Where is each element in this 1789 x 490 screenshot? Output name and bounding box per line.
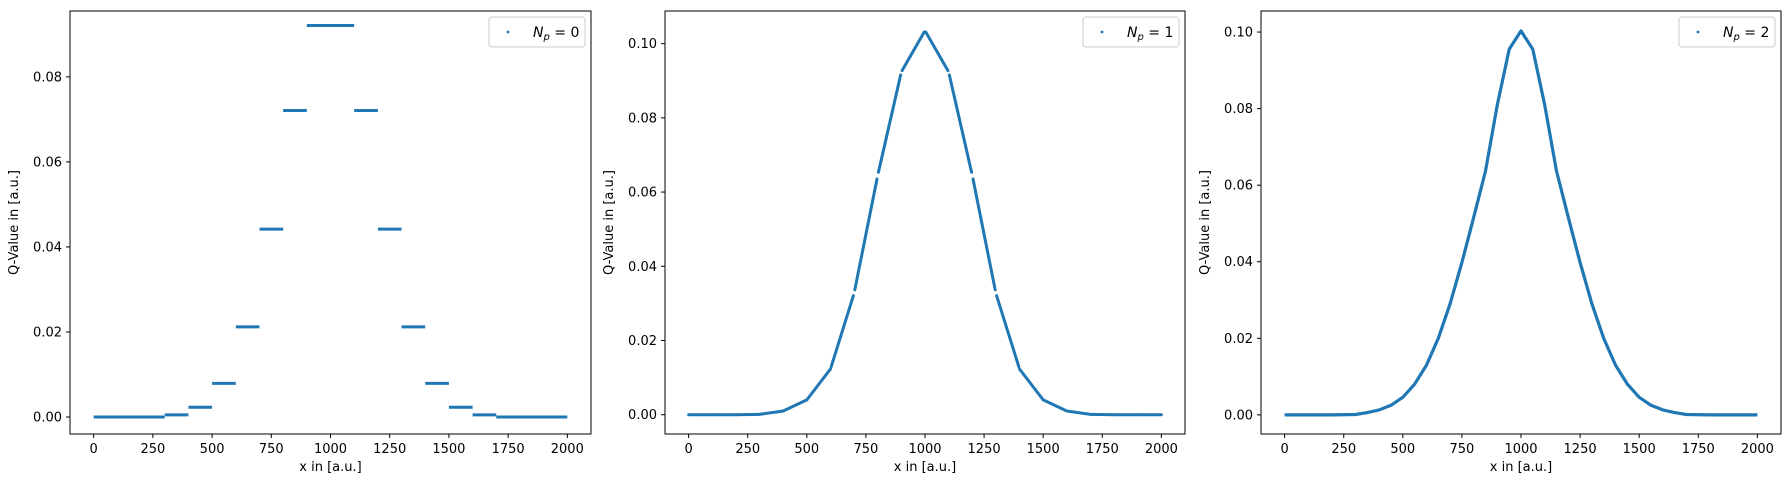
y-tick-label: 0.06 <box>33 155 62 170</box>
data-curve <box>1284 29 1758 417</box>
x-tick-label: 1750 <box>492 442 525 457</box>
x-tick-label: 1000 <box>908 442 941 457</box>
y-axis-label: Q-Value in [a.u.] <box>1198 170 1213 275</box>
x-tick-label: 2000 <box>1741 442 1774 457</box>
y-tick-label: 0.06 <box>628 186 657 201</box>
data-segment-13 <box>995 294 1021 369</box>
legend-label: Np = 2 <box>1723 25 1769 43</box>
legend: Np = 0 <box>488 16 586 48</box>
legend-box <box>488 16 586 48</box>
y-tick-label: 0.02 <box>33 325 62 340</box>
x-tick-label: 2000 <box>551 442 584 457</box>
y-tick-label: 0.04 <box>33 240 62 255</box>
x-tick-label: 750 <box>259 442 284 457</box>
x-tick-label: 1250 <box>1564 442 1597 457</box>
data-segment-9 <box>900 30 926 73</box>
data-segment-3 <box>758 409 785 416</box>
axes-frame <box>69 10 592 435</box>
data-segment-5 <box>805 367 832 402</box>
x-tick-label: 0 <box>1280 442 1288 457</box>
y-tick-label: 0.02 <box>1224 332 1253 347</box>
y-tick-label: 0.08 <box>628 111 657 126</box>
x-tick-label: 500 <box>1390 442 1415 457</box>
y-tick-label: 0.00 <box>33 410 62 425</box>
data-segment-15 <box>1041 398 1069 413</box>
y-tick-label: 0.06 <box>1224 179 1253 194</box>
legend-label: Np = 1 <box>1127 25 1173 43</box>
chart-panel-1: 0 250 500 750 1000 1250 1500 1750 2000 0.00 0.02 0.… <box>7 10 592 475</box>
legend-marker <box>506 30 510 34</box>
chart-panel-3: 0 250 500 750 1000 1250 1500 1750 2000 0.00 0.02 0.… <box>1198 10 1782 475</box>
y-tick-label: 0.10 <box>628 37 657 52</box>
legend-label: Np = 0 <box>533 25 579 43</box>
x-tick-label: 1000 <box>314 442 347 457</box>
data-segment-16 <box>1065 409 1092 416</box>
x-tick-label: 1250 <box>373 442 406 457</box>
x-tick-label: 500 <box>794 442 819 457</box>
x-tick-label: 0 <box>90 442 98 457</box>
legend: Np = 2 <box>1678 16 1776 48</box>
y-tick-label: 0.00 <box>628 408 657 423</box>
data-segment-4 <box>781 398 809 413</box>
x-tick-label: 1000 <box>1504 442 1537 457</box>
data-segment-11 <box>947 73 974 174</box>
x-tick-label: 1750 <box>1682 442 1715 457</box>
x-axis-label: x in [a.u.] <box>299 460 361 475</box>
x-tick-label: 1250 <box>968 442 1001 457</box>
y-tick-label: 0.04 <box>1224 255 1253 270</box>
y-tick-label: 0.02 <box>628 334 657 349</box>
y-tick-label: 0.08 <box>1224 102 1253 117</box>
y-tick-label: 0.08 <box>33 70 62 85</box>
data-segment-12 <box>971 177 997 292</box>
x-tick-label: 500 <box>200 442 225 457</box>
x-tick-label: 250 <box>140 442 165 457</box>
x-tick-label: 1500 <box>1027 442 1060 457</box>
x-tick-label: 1750 <box>1086 442 1119 457</box>
x-tick-label: 250 <box>1331 442 1356 457</box>
x-tick-label: 1500 <box>1623 442 1656 457</box>
x-axis-label: x in [a.u.] <box>1490 460 1552 475</box>
x-tick-label: 250 <box>735 442 760 457</box>
y-axis-label: Q-Value in [a.u.] <box>7 170 22 275</box>
legend: Np = 1 <box>1082 16 1180 48</box>
legend-marker <box>1100 30 1104 34</box>
y-tick-label: 0.00 <box>1224 408 1253 423</box>
legend-marker <box>1696 30 1700 34</box>
data-segment-6 <box>829 294 855 369</box>
axes-frame <box>664 10 1186 435</box>
y-tick-label: 0.04 <box>628 260 657 275</box>
data-segment-8 <box>876 73 903 174</box>
x-tick-label: 750 <box>1449 442 1474 457</box>
data-segment-14 <box>1018 367 1045 402</box>
x-tick-label: 1500 <box>432 442 465 457</box>
data-segment-7 <box>853 177 879 292</box>
axes-frame <box>1260 10 1782 435</box>
y-tick-label: 0.10 <box>1224 26 1253 41</box>
legend-box <box>1082 16 1180 48</box>
legend-box <box>1678 16 1776 48</box>
x-tick-label: 2000 <box>1145 442 1178 457</box>
x-tick-label: 0 <box>684 442 692 457</box>
chart-panel-2: 0 250 500 750 1000 1250 1500 1750 2000 0.00 0.02 0.… <box>602 10 1186 475</box>
data-segment-10 <box>924 30 950 73</box>
y-axis-label: Q-Value in [a.u.] <box>602 170 617 275</box>
x-tick-label: 750 <box>853 442 878 457</box>
x-axis-label: x in [a.u.] <box>894 460 956 475</box>
